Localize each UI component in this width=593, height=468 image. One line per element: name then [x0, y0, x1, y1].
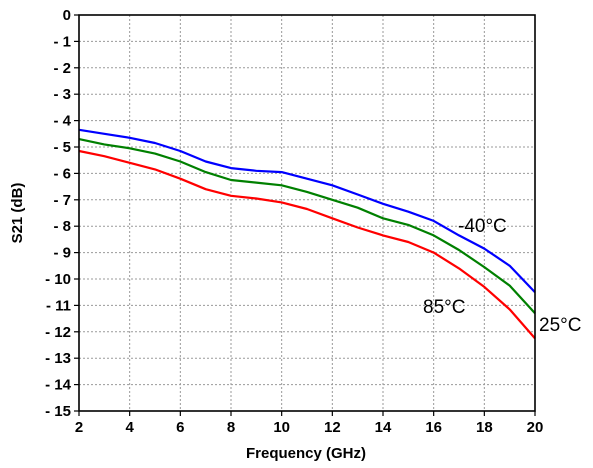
y-tick-label: - 1 [53, 33, 71, 50]
y-tick-label: - 7 [53, 192, 71, 209]
series-label-85: 85°C [423, 297, 465, 318]
x-tick-label: 12 [324, 419, 341, 436]
y-tick-label: - 6 [53, 165, 71, 182]
y-tick-label: - 13 [45, 350, 71, 367]
x-tick-label: 4 [125, 419, 134, 436]
x-tick-label: 10 [273, 419, 290, 436]
series-line-0 [78, 128, 536, 293]
y-tick-label: - 9 [53, 245, 71, 262]
series-label-minus40: -40°C [458, 216, 507, 237]
y-tick-label: - 8 [53, 218, 71, 235]
y-tick-label: - 14 [45, 377, 72, 394]
x-tick-label: 16 [425, 419, 442, 436]
y-tick-label: - 5 [53, 139, 71, 156]
y-tick-label: - 4 [53, 113, 71, 130]
y-tick-label: - 15 [45, 403, 71, 420]
y-tick-label: - 11 [46, 297, 71, 314]
x-axis-title: Frequency (GHz) [246, 445, 366, 462]
y-tick-label: - 3 [53, 86, 71, 103]
x-tick-label: 14 [375, 419, 392, 436]
x-tick-label: 18 [476, 419, 493, 436]
y-axis-title: S21 (dB) [9, 183, 26, 244]
x-tick-label: 20 [527, 419, 544, 436]
x-tick-label: 8 [227, 419, 235, 436]
series-label-25: 25°C [539, 315, 581, 336]
x-tick-label: 2 [75, 419, 83, 436]
plot-frame [78, 14, 536, 412]
y-tick-label: - 2 [53, 60, 71, 77]
y-tick-label: - 12 [45, 324, 71, 341]
gridlines [79, 15, 535, 411]
series-labels: -40°C 25°C 85°C [423, 216, 581, 336]
series-line-1 [78, 138, 536, 315]
x-tick-label: 6 [176, 419, 184, 436]
y-tick-label: 0 [63, 7, 71, 24]
y-tick-label: - 10 [45, 271, 71, 288]
series-line-2 [78, 149, 536, 340]
series-lines [78, 128, 536, 340]
ticks: 2 4 6 8 10 12 14 16 18 20 0 - 1 - 2 - 3 - 4 - 5 - 6 - 7 - … [45, 7, 543, 436]
